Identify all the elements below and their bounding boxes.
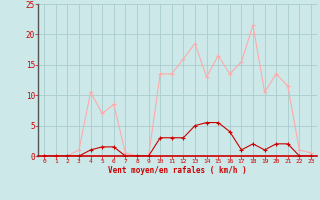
X-axis label: Vent moyen/en rafales ( km/h ): Vent moyen/en rafales ( km/h )	[108, 166, 247, 175]
